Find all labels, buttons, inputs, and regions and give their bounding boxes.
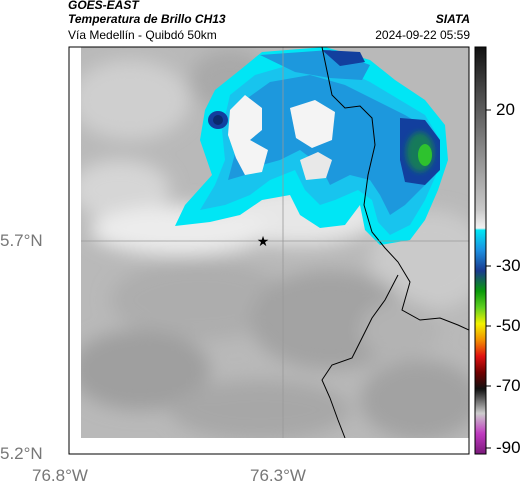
colorbar-label-20: 20 [496, 100, 515, 119]
border-line [321, 47, 469, 331]
star-marker-icon: ★ [257, 234, 270, 250]
colorbar [474, 46, 487, 455]
datetime-label: 2024-09-22 05:59 [375, 28, 470, 42]
imagery-layer [81, 47, 469, 438]
colorbar-label-minus30: -30 [496, 256, 521, 275]
colorbar-label-minus50: -50 [496, 316, 521, 335]
map-border [68, 46, 470, 455]
colorbar-label-minus90: -90 [496, 438, 521, 457]
lon-label-76.8: 76.8°W [32, 466, 88, 485]
lon-label-76.3: 76.3°W [250, 466, 306, 485]
colorbar-label-minus70: -70 [496, 376, 521, 395]
satellite-title: GOES-EAST [68, 0, 139, 12]
route-subtitle: Vía Medellín - Quibdó 50km [68, 28, 217, 42]
org-label: SIATA [435, 12, 470, 26]
convective-cloud [175, 47, 448, 245]
border-line-south [321, 274, 399, 438]
product-title: Temperatura de Brillo CH13 [68, 12, 226, 26]
colorbar-ticks [486, 109, 491, 449]
lat-label-5.7: 5.7°N [0, 231, 43, 250]
lat-label-5.2: 5.2°N [0, 444, 43, 463]
